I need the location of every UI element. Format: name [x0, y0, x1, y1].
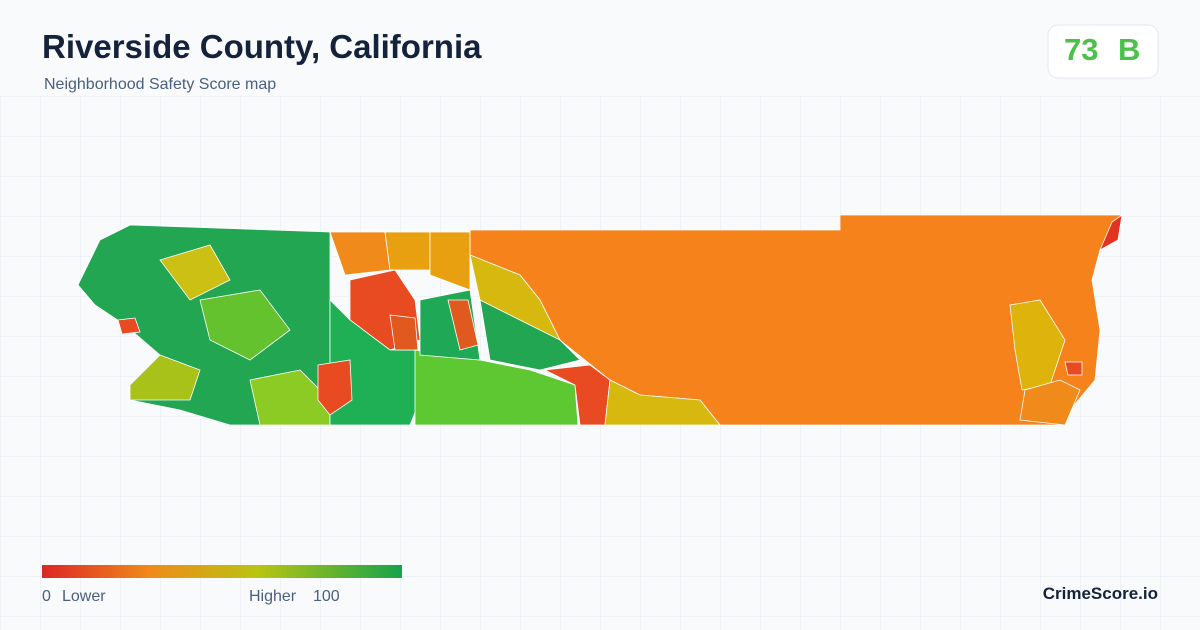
subtitle: Neighborhood Safety Score map — [44, 76, 277, 93]
legend-max: 100 — [313, 588, 340, 605]
region — [389, 314, 419, 351]
region — [159, 244, 231, 301]
legend-min-label: Lower — [62, 588, 106, 605]
county-map — [77, 214, 1123, 426]
legend-max-label: Higher — [249, 588, 297, 605]
region — [604, 379, 721, 426]
legend-min: 0 — [42, 588, 51, 605]
title: Riverside County, California — [42, 28, 482, 65]
score-badge — [1047, 24, 1159, 79]
region — [317, 359, 353, 416]
region — [117, 317, 141, 335]
region — [429, 231, 471, 291]
region — [479, 299, 581, 371]
region — [1099, 214, 1123, 251]
score-value: 73 — [1064, 32, 1099, 67]
region — [384, 231, 431, 271]
region — [1019, 379, 1081, 426]
region — [447, 299, 479, 351]
region — [1064, 361, 1083, 376]
region — [199, 289, 291, 361]
score-grade: B — [1118, 32, 1141, 67]
legend-gradient — [42, 565, 402, 578]
brand: CrimeScore.io — [1042, 584, 1158, 603]
region — [129, 354, 201, 401]
